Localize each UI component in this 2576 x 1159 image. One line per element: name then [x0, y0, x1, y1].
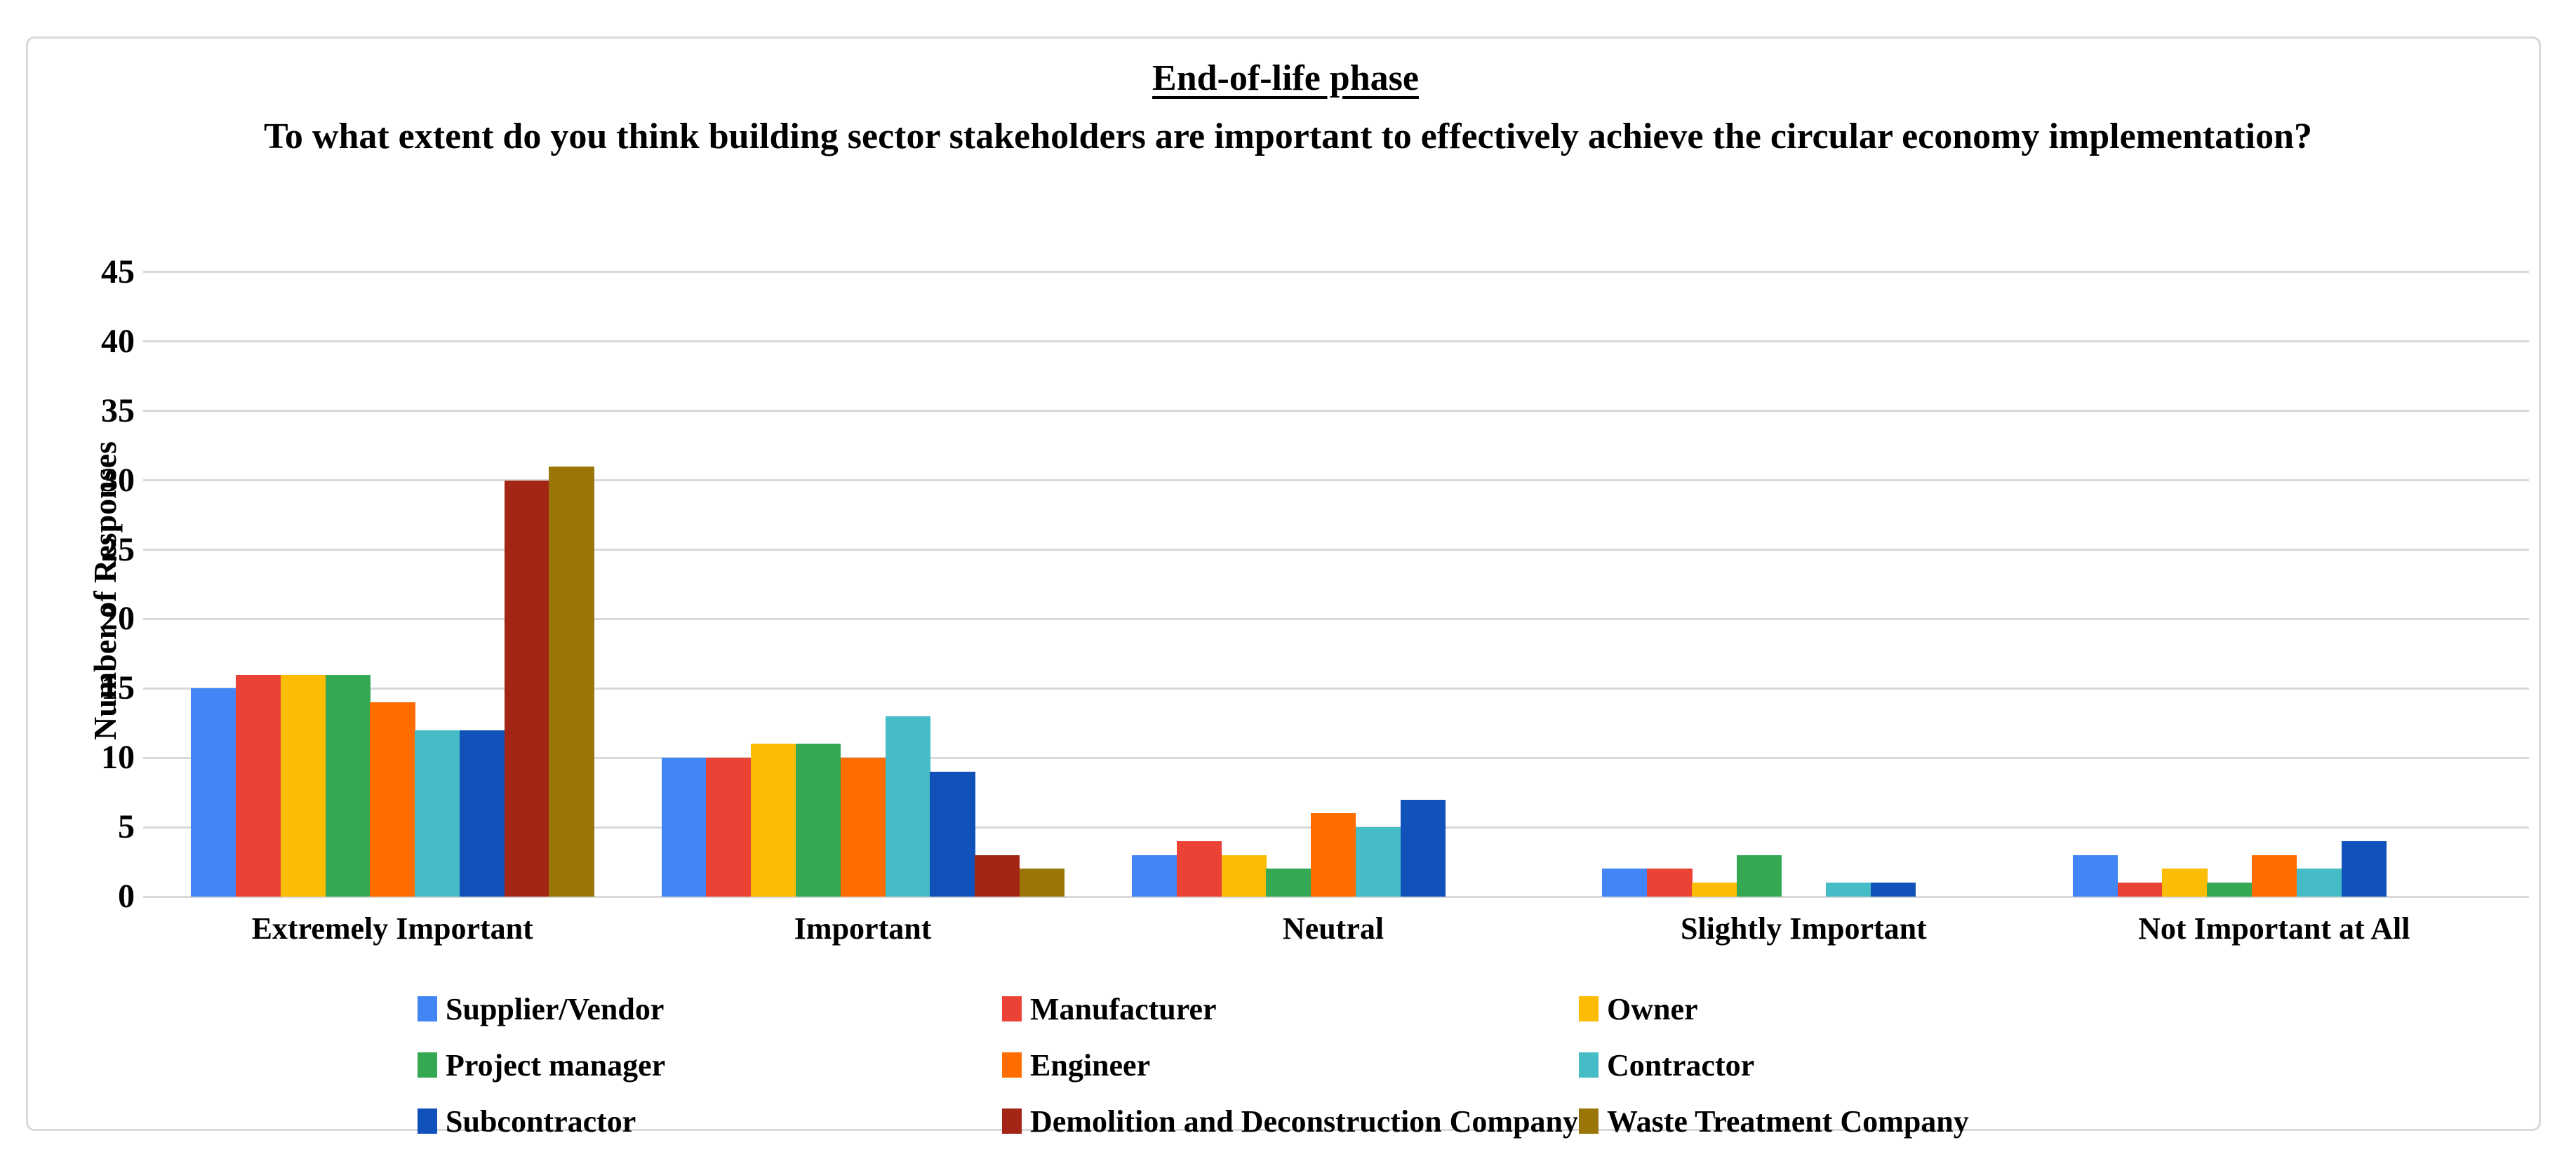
- bar-contractor-important: [885, 716, 930, 897]
- legend-swatch-icon: [418, 996, 437, 1021]
- bar-manufacturer-important: [706, 758, 752, 897]
- legend-item-contractor: Contractor: [1579, 1040, 1754, 1090]
- legend-item-manufacturer: Manufacturer: [1002, 984, 1217, 1034]
- bar-manufacturer-extremely-important: [236, 674, 281, 897]
- chart-subtitle-text: To what extent do you think building sec…: [263, 116, 2312, 156]
- x-category-label-1: Extremely Important: [251, 911, 533, 946]
- gridline-y-10: [143, 756, 2529, 759]
- bar-demolition-and-deconstruction-company-important: [975, 855, 1020, 897]
- gridline-y-35: [143, 410, 2529, 413]
- gridline-y-20: [143, 617, 2529, 620]
- bar-subcontractor-neutral: [1400, 799, 1446, 897]
- bar-subcontractor-extremely-important: [459, 730, 505, 897]
- bar-engineer-not-important-at-all: [2251, 855, 2297, 897]
- legend-label: Engineer: [1030, 1047, 1151, 1083]
- y-tick-label-30: 30: [101, 461, 135, 499]
- y-tick-label-20: 20: [101, 600, 135, 638]
- y-tick-label-0: 0: [118, 878, 135, 915]
- gridline-y-45: [143, 271, 2529, 274]
- bar-supplier-vendor-extremely-important: [191, 688, 236, 897]
- gridline-y-0: [143, 895, 2529, 898]
- legend-swatch-icon: [1579, 996, 1599, 1021]
- legend-label: Supplier/Vendor: [446, 991, 665, 1026]
- legend-item-subcontractor: Subcontractor: [418, 1096, 636, 1146]
- bar-waste-treatment-company-extremely-important: [549, 466, 594, 897]
- bar-supplier-vendor-important: [661, 758, 707, 897]
- legend-label: Demolition and Deconstruction Company: [1030, 1104, 1579, 1139]
- bar-subcontractor-not-important-at-all: [2341, 840, 2387, 897]
- legend-swatch-icon: [418, 1108, 437, 1134]
- x-category-label-2: Important: [794, 911, 932, 946]
- y-tick-label-40: 40: [101, 322, 135, 360]
- chart-subtitle: To what extent do you think building sec…: [0, 111, 2576, 163]
- chart-frame: [26, 36, 2541, 1131]
- bar-engineer-important: [840, 758, 886, 897]
- legend-item-engineer: Engineer: [1002, 1040, 1150, 1090]
- bar-owner-extremely-important: [280, 674, 326, 897]
- bar-supplier-vendor-slightly-important: [1602, 869, 1648, 897]
- legend-item-project-manager: Project manager: [418, 1040, 665, 1090]
- bar-owner-slightly-important: [1692, 883, 1737, 897]
- y-tick-label-10: 10: [101, 739, 135, 777]
- bar-demolition-and-deconstruction-company-extremely-important: [504, 480, 549, 897]
- bar-subcontractor-important: [930, 772, 975, 897]
- y-tick-label-15: 15: [101, 669, 135, 707]
- bar-owner-important: [751, 744, 796, 897]
- gridline-y-30: [143, 479, 2529, 482]
- legend-label: Owner: [1607, 991, 1698, 1026]
- x-category-label-3: Neutral: [1282, 911, 1384, 946]
- legend-item-owner: Owner: [1579, 984, 1698, 1034]
- y-tick-label-35: 35: [101, 391, 135, 429]
- y-tick-label-45: 45: [101, 253, 135, 290]
- bar-project-manager-slightly-important: [1736, 855, 1782, 897]
- x-category-label-4: Slightly Important: [1680, 911, 1927, 946]
- bar-owner-neutral: [1221, 855, 1267, 897]
- bar-project-manager-not-important-at-all: [2207, 883, 2253, 897]
- bar-supplier-vendor-not-important-at-all: [2072, 855, 2118, 897]
- legend-item-waste-treatment-company: Waste Treatment Company: [1579, 1096, 1969, 1146]
- bar-project-manager-neutral: [1266, 869, 1312, 897]
- bar-engineer-neutral: [1311, 813, 1356, 897]
- bar-project-manager-extremely-important: [325, 674, 371, 897]
- chart-title: End-of-life phase: [1152, 58, 1419, 98]
- bar-supplier-vendor-neutral: [1132, 855, 1177, 897]
- bar-contractor-slightly-important: [1826, 883, 1871, 897]
- legend-label: Subcontractor: [446, 1104, 636, 1139]
- legend-item-demolition-and-deconstruction-company: Demolition and Deconstruction Company: [1002, 1096, 1578, 1146]
- gridline-y-40: [143, 340, 2529, 343]
- bar-owner-not-important-at-all: [2162, 869, 2208, 897]
- bar-manufacturer-neutral: [1176, 840, 1222, 897]
- legend-swatch-icon: [1579, 1108, 1599, 1134]
- legend-swatch-icon: [418, 1052, 437, 1078]
- gridline-y-15: [143, 687, 2529, 690]
- legend-label: Waste Treatment Company: [1607, 1104, 1969, 1139]
- bar-contractor-extremely-important: [415, 730, 460, 897]
- bar-waste-treatment-company-important: [1019, 869, 1065, 897]
- legend-swatch-icon: [1002, 996, 1022, 1021]
- legend-label: Contractor: [1607, 1047, 1755, 1083]
- y-tick-label-25: 25: [101, 530, 135, 568]
- legend-swatch-icon: [1002, 1108, 1022, 1134]
- bar-subcontractor-slightly-important: [1871, 883, 1916, 897]
- bar-manufacturer-not-important-at-all: [2117, 883, 2163, 897]
- legend-swatch-icon: [1002, 1052, 1022, 1078]
- legend-swatch-icon: [1579, 1052, 1599, 1078]
- bar-manufacturer-slightly-important: [1647, 869, 1693, 897]
- bar-contractor-neutral: [1355, 827, 1401, 897]
- y-tick-label-5: 5: [118, 808, 135, 846]
- bar-contractor-not-important-at-all: [2296, 869, 2342, 897]
- gridline-y-25: [143, 549, 2529, 551]
- bar-engineer-extremely-important: [370, 702, 415, 897]
- bar-project-manager-important: [795, 744, 841, 897]
- x-category-label-5: Not Important at All: [2138, 911, 2410, 946]
- legend-label: Manufacturer: [1030, 991, 1217, 1026]
- legend-item-supplier-vendor: Supplier/Vendor: [418, 984, 664, 1034]
- legend-label: Project manager: [446, 1047, 666, 1083]
